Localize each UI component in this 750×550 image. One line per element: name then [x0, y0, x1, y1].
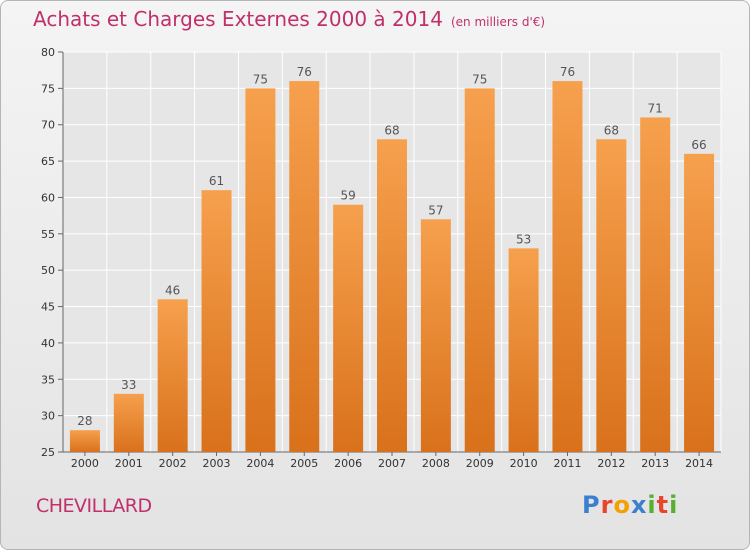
- chart-title: Achats et Charges Externes 2000 à 2014 (e…: [33, 7, 545, 31]
- y-tick-label: 80: [41, 46, 55, 59]
- x-tick-label: 2005: [290, 457, 318, 470]
- bar-2011: [552, 81, 583, 452]
- y-tick-label: 70: [41, 119, 55, 132]
- title-text: Achats et Charges Externes 2000 à 2014: [33, 7, 443, 31]
- logo-letter: P: [582, 491, 601, 519]
- proxiti-logo[interactable]: Proxiti: [582, 491, 678, 519]
- y-tick-label: 60: [41, 191, 55, 204]
- logo-letter: t: [656, 491, 670, 519]
- y-tick-label: 35: [41, 373, 55, 386]
- y-tick-label: 40: [41, 337, 55, 350]
- x-tick-label: 2013: [641, 457, 669, 470]
- value-label: 59: [340, 189, 355, 203]
- commune-name: CHEVILLARD: [36, 495, 152, 517]
- value-label: 68: [384, 123, 399, 137]
- value-label: 61: [209, 174, 224, 188]
- y-tick-label: 75: [41, 82, 55, 95]
- bar-2013: [640, 117, 671, 453]
- y-tick-label: 65: [41, 155, 55, 168]
- x-tick-label: 2004: [246, 457, 274, 470]
- logo-letter: o: [613, 491, 631, 519]
- value-label: 75: [253, 72, 268, 86]
- y-tick-label: 55: [41, 228, 55, 241]
- y-tick-label: 30: [41, 410, 55, 423]
- value-label: 66: [691, 138, 706, 152]
- bar-2000: [69, 430, 100, 452]
- x-tick-label: 2002: [159, 457, 187, 470]
- x-tick-label: 2012: [597, 457, 625, 470]
- value-label: 71: [648, 101, 663, 115]
- bar-2012: [596, 139, 627, 453]
- bar-2002: [157, 299, 188, 452]
- value-label: 53: [516, 232, 531, 246]
- bar-2001: [113, 393, 144, 452]
- logo-letter: i: [647, 491, 657, 519]
- bar-2014: [684, 153, 715, 452]
- x-tick-label: 2006: [334, 457, 362, 470]
- value-label: 33: [121, 378, 136, 392]
- value-label: 76: [560, 65, 575, 79]
- logo-letter: x: [630, 491, 648, 519]
- x-tick-label: 2008: [422, 457, 450, 470]
- y-tick-label: 45: [41, 301, 55, 314]
- x-tick-label: 2009: [466, 457, 494, 470]
- bar-2003: [201, 190, 232, 452]
- x-tick-label: 2001: [115, 457, 143, 470]
- x-tick-label: 2000: [71, 457, 99, 470]
- y-tick-label: 50: [41, 264, 55, 277]
- value-label: 28: [77, 414, 92, 428]
- x-tick-label: 2007: [378, 457, 406, 470]
- bar-2007: [377, 139, 407, 453]
- logo-letter: i: [669, 491, 679, 519]
- x-tick-label: 2011: [553, 457, 581, 470]
- x-tick-label: 2003: [203, 457, 231, 470]
- y-tick-label: 25: [41, 446, 55, 459]
- bar-2004: [245, 88, 276, 452]
- x-tick-label: 2010: [510, 457, 538, 470]
- value-label: 76: [297, 65, 312, 79]
- bar-2008: [420, 219, 451, 452]
- title-unit: (en milliers d'€): [450, 15, 546, 29]
- bar-2010: [508, 248, 539, 452]
- value-label: 75: [472, 72, 487, 86]
- value-label: 68: [604, 123, 619, 137]
- x-tick-label: 2014: [685, 457, 713, 470]
- logo-letter: r: [600, 491, 614, 519]
- value-label: 57: [428, 203, 443, 217]
- bar-2009: [464, 88, 495, 452]
- bar-2005: [289, 81, 320, 452]
- value-label: 46: [165, 283, 180, 297]
- bar-2006: [333, 204, 364, 452]
